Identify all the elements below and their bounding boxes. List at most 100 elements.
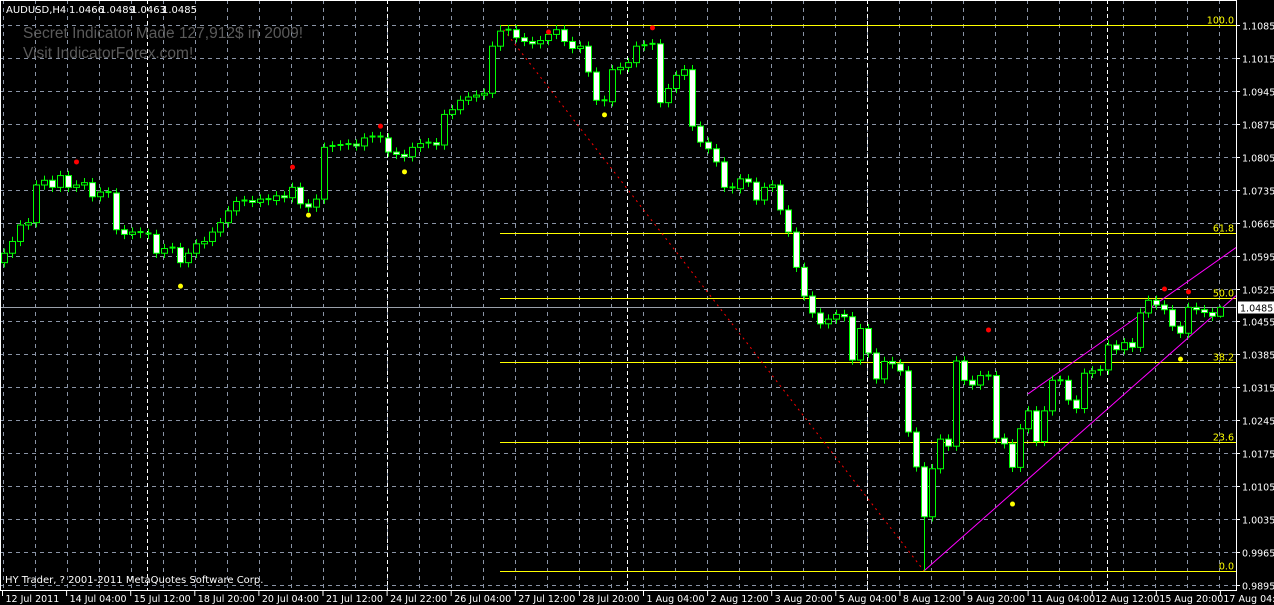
price-tick-label: 1.0315 (1242, 384, 1274, 395)
fibonacci-levels: 100.0 61.8 50.0 38.2 23.6 0.0 (0, 16, 1236, 573)
fib-level-label: 100.0 (1207, 16, 1234, 27)
candle (233, 196, 240, 216)
candle (1153, 295, 1160, 310)
candle (417, 138, 424, 153)
candle (1105, 340, 1112, 375)
candle (257, 194, 264, 208)
price-tick-label: 1.0875 (1242, 121, 1274, 132)
fib-level-label: 0.0 (1219, 562, 1234, 573)
candle-body (41, 179, 48, 186)
candle-body (521, 37, 528, 42)
candle-body (1041, 410, 1048, 442)
candle-body (569, 40, 576, 50)
candle-body (1153, 299, 1160, 306)
price-tick-label: 1.1085 (1242, 22, 1274, 33)
candle (985, 370, 992, 381)
candle-body (537, 40, 544, 45)
candle-body (1145, 299, 1152, 314)
fractal-up-dot (546, 29, 551, 35)
fractal-up-dot (1162, 286, 1167, 292)
time-tick-label: 5 Aug 04:00 (839, 594, 897, 605)
candle-body (865, 328, 872, 354)
candle-body (161, 248, 168, 254)
symbol-label: AUDUSD,H4 (6, 5, 66, 16)
candle (1137, 308, 1144, 353)
candle (1041, 406, 1048, 447)
candle-body (1089, 370, 1096, 374)
candle-body (49, 179, 56, 188)
candle (505, 25, 512, 36)
candle-body (929, 468, 936, 518)
candle-body (881, 360, 888, 380)
candle (73, 180, 80, 193)
ad-line-2: Visit IndicatorForex.com! (23, 45, 193, 62)
candle (401, 149, 408, 162)
time-tick-label: 2 Aug 12:00 (711, 594, 769, 605)
candle (33, 180, 40, 228)
candle-body (73, 184, 80, 188)
candle (609, 65, 616, 107)
candle (849, 312, 856, 365)
candle (1169, 305, 1176, 331)
candle (521, 33, 528, 47)
time-tick-label: 1 Aug 04:00 (647, 594, 705, 605)
candle (857, 323, 864, 365)
time-tick-label: 11 Aug 04:00 (1031, 594, 1095, 605)
candle-body (1161, 304, 1168, 311)
candle (497, 25, 504, 51)
candle (489, 41, 496, 98)
candle (329, 141, 336, 153)
candle (737, 174, 744, 194)
candle (425, 137, 432, 149)
candle (953, 356, 960, 451)
candle (657, 39, 664, 108)
candle (201, 236, 208, 249)
time-tick-label: 12 Aug 12:00 (1095, 594, 1159, 605)
price-tick-label: 1.1015 (1242, 55, 1274, 66)
candle-body (33, 184, 40, 224)
candle-body (417, 143, 424, 148)
candle-body (433, 142, 440, 146)
candle (897, 359, 904, 376)
candle-body (833, 313, 840, 320)
candle (969, 375, 976, 390)
candle (89, 177, 96, 202)
candle-body (681, 69, 688, 76)
candle-body (801, 266, 808, 297)
candle-body (249, 200, 256, 203)
candle (1033, 406, 1040, 447)
candle (753, 177, 760, 205)
candle-body (617, 66, 624, 71)
candle-body (449, 109, 456, 115)
candle (249, 195, 256, 208)
candle-body (353, 143, 360, 147)
candle-body (841, 313, 848, 318)
header-open: 1.0466 (69, 5, 104, 16)
candle (321, 142, 328, 204)
header-high: 1.0489 (100, 5, 135, 16)
candle (873, 348, 880, 384)
candle-body (9, 240, 16, 254)
candle (225, 206, 232, 228)
candle (273, 191, 280, 206)
candle-body (873, 352, 880, 380)
fib-level-label: 50.0 (1213, 289, 1234, 300)
candle (105, 187, 112, 198)
price-tick-label: 1.0525 (1242, 286, 1274, 297)
candle-body (545, 33, 552, 42)
candle (665, 83, 672, 108)
candle (537, 35, 544, 49)
fractal-up-dot (290, 164, 295, 170)
current-price-label: 1.0485 (1240, 304, 1273, 315)
candle (1057, 375, 1064, 385)
candle-body (961, 360, 968, 381)
time-tick-label: 28 Jul 20:00 (582, 594, 639, 605)
header-close: 1.0485 (162, 5, 197, 16)
candle-body (233, 200, 240, 212)
candle-body (593, 71, 600, 101)
candle (577, 41, 584, 54)
candle (17, 220, 24, 247)
candle (929, 464, 936, 522)
candle-body (945, 438, 952, 447)
